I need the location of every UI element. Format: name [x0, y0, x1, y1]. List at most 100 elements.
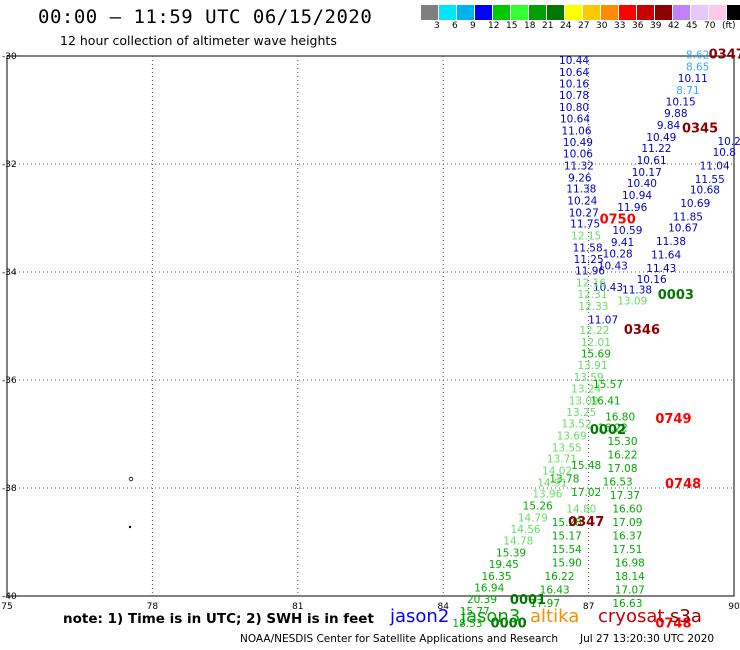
satellite-legend-jason3: jason3 — [461, 606, 521, 627]
wave-height-label: 16.41 — [591, 395, 621, 407]
wave-height-label: 16.63 — [612, 598, 642, 610]
wave-height-label: 10.15 — [666, 97, 696, 109]
wave-height-label: 16.53 — [603, 476, 633, 488]
wave-height-label: 17.09 — [612, 517, 642, 529]
legend-label: 12 — [488, 21, 500, 31]
wave-height-label: 10.43 — [598, 260, 628, 272]
legend-swatch — [457, 5, 475, 20]
wave-height-label: 10.69 — [680, 198, 710, 210]
wave-height-label: 11.58 — [573, 242, 603, 254]
wave-height-label: 10.64 — [559, 67, 589, 79]
wave-height-label: 16.80 — [605, 412, 635, 424]
legend-swatch — [673, 5, 691, 20]
time-marker-layer: 0347 0345 0750 0003 0346 0749 0002 0748 0347 0001… — [491, 48, 740, 632]
legend-label: 45 — [686, 21, 698, 31]
wave-height-label: 11.38 — [566, 184, 596, 196]
wave-height-label: 10.17 — [632, 167, 662, 179]
wave-height-label: 12.01 — [581, 337, 611, 349]
pass-time-marker: 0001 — [510, 593, 546, 608]
wave-height-label: 11.38 — [622, 285, 652, 297]
wave-height-label: 17.51 — [612, 544, 642, 556]
legend-label: 9 — [470, 21, 476, 31]
page-subtitle: 12 hour collection of altimeter wave hei… — [60, 33, 337, 48]
wave-height-label: 13.24 — [571, 383, 601, 395]
wave-height-label: 17.02 — [571, 487, 601, 499]
legend-swatch — [475, 5, 493, 20]
legend-swatch — [565, 5, 583, 20]
color-scale-labels: 3 6 9 12 15 18 21 24 27 30 33 36 39 42 45 70 (ft) — [421, 21, 740, 33]
wave-height-label: 10.78 — [559, 90, 589, 102]
legend-label: 3 — [434, 21, 440, 31]
wave-height-label: 16.60 — [612, 503, 642, 515]
wave-height-label: 10.59 — [612, 225, 642, 237]
wave-height-label: 10.49 — [646, 132, 676, 144]
legend-swatch — [709, 5, 727, 20]
legend-swatch — [601, 5, 619, 20]
wave-height-label: 9.84 — [657, 120, 681, 132]
island-mark — [128, 525, 132, 529]
wave-height-label: 10.40 — [627, 178, 657, 190]
wave-height-label: 10.16 — [637, 274, 667, 286]
pass-time-marker: 0347 — [709, 48, 740, 63]
wave-height-label: 14.79 — [518, 512, 548, 524]
legend-label: 18 — [524, 21, 536, 31]
legend-label: 27 — [578, 21, 590, 31]
pass-time-marker: 0346 — [624, 323, 660, 338]
wave-height-label: 10.24 — [567, 196, 597, 208]
wave-height-label: 12.31 — [577, 289, 607, 301]
legend-swatch — [493, 5, 511, 20]
wave-height-label: 16.22 — [544, 571, 574, 583]
wave-height-label: 10.61 — [637, 155, 667, 167]
lon-tick-label: 75 — [1, 602, 12, 612]
satellite-legend-cryosat: cryosat — [598, 606, 665, 627]
wave-height-label: 15.54 — [552, 544, 582, 556]
legend-label: 6 — [452, 21, 458, 31]
wave-height-label: 10.49 — [563, 137, 593, 149]
wave-height-label: 12.22 — [579, 325, 609, 337]
wave-height-label: 11.38 — [656, 236, 686, 248]
lat-tick-label: -40 — [2, 592, 17, 602]
wave-height-label: 16.22 — [598, 422, 628, 434]
wave-height-label: 13.59 — [574, 372, 604, 384]
wave-height-label: 10.16 — [559, 78, 589, 90]
wave-height-label: 17.97 — [530, 598, 560, 610]
legend-label: 30 — [596, 21, 608, 31]
wave-height-label: 10.06 — [563, 149, 593, 161]
wave-height-label: 10.27 — [569, 207, 599, 219]
lon-tick-label: 87 — [583, 602, 594, 612]
wave-height-label: 11.07 — [588, 314, 618, 326]
lat-tick-label: -38 — [2, 484, 17, 494]
wave-height-label: 12.15 — [571, 231, 601, 243]
wave-height-label: 13.09 — [569, 395, 599, 407]
wave-height-label: 11.43 — [646, 263, 676, 275]
pass-time-marker: 0347 — [568, 515, 604, 530]
wave-height-label: 8.65 — [686, 62, 709, 74]
wave-height-label: 13.09 — [617, 295, 647, 307]
wave-height-label: 11.32 — [564, 160, 594, 172]
wave-height-label: 9.41 — [611, 237, 634, 249]
wave-height-label: 10.64 — [560, 113, 590, 125]
wave-height-label: 17.07 — [615, 584, 645, 596]
wave-height-label: 10.44 — [559, 55, 589, 67]
wave-height-label: 11.64 — [651, 250, 681, 262]
wave-height-label: 15.17 — [552, 530, 582, 542]
wave-height-label: 13.69 — [557, 430, 587, 442]
wave-height-label: 15.26 — [523, 501, 553, 513]
pass-time-marker: 0003 — [658, 288, 694, 303]
wave-height-label: 10.94 — [622, 190, 652, 202]
wave-height-label: 10.67 — [668, 223, 698, 235]
legend-swatch — [547, 5, 565, 20]
lon-tick-label: 84 — [437, 602, 449, 612]
pass-time-marker: 0750 — [600, 212, 636, 227]
observation-layer: 8.628.6510.118.7110.159.889.8410.4911.22… — [452, 50, 740, 630]
pass-time-marker: 0000 — [491, 616, 527, 631]
wave-height-label: 10.8 — [713, 147, 736, 159]
legend-label: 15 — [506, 21, 518, 31]
wave-height-label: 14.80 — [566, 503, 596, 515]
wave-height-label: 20.39 — [467, 594, 497, 606]
wave-height-label: 16.94 — [474, 583, 504, 595]
legend-swatch — [691, 5, 709, 20]
satellite-legend-jason2: jason2 — [390, 606, 450, 627]
